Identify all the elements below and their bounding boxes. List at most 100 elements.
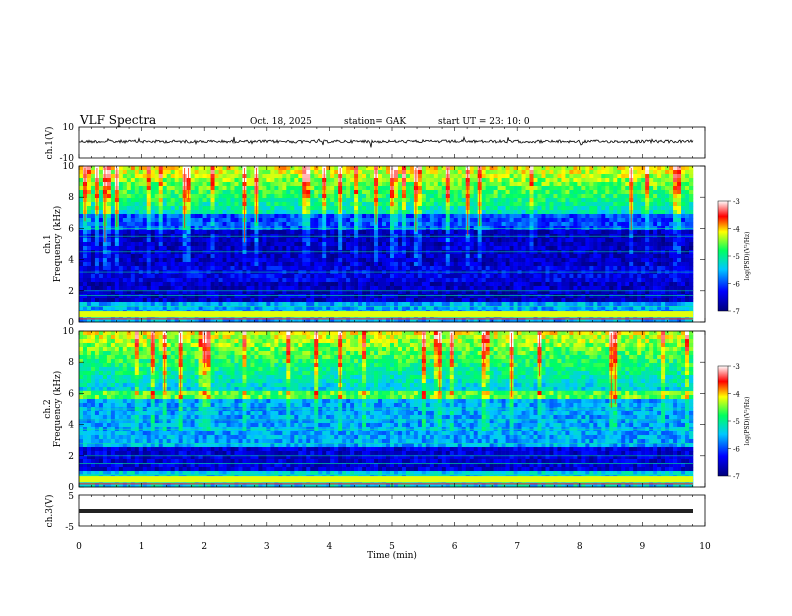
spectrogram-cell [246,166,250,170]
spectrogram-cell [522,274,526,278]
spectrogram-cell [406,222,410,226]
spectrogram-cell [422,230,426,234]
spectrogram-cell [514,282,518,286]
spectrogram-cell [203,202,207,206]
spectrogram-cell [99,274,103,278]
spectrogram-cell [99,238,103,242]
spectrogram-cell [215,246,219,250]
spectrogram-cell [561,210,565,214]
spectrogram-cell [538,294,542,298]
spectrogram-cell [286,242,290,246]
spectrogram-cell [522,202,526,206]
spectrogram-cell [115,274,119,278]
spectrogram-cell [534,238,538,242]
spectrogram-cell [434,214,438,218]
spectrogram-cell [338,302,342,306]
spectrogram-cell [290,274,294,278]
spectrogram-cell [199,230,203,234]
spectrogram-cell [422,222,426,226]
spectrogram-cell [534,166,538,170]
spectrogram-cell [107,182,111,186]
spectrogram-cell [111,242,115,246]
spectrogram-cell [478,238,482,242]
spectrogram-cell [338,230,342,234]
spectrogram-cell [502,194,506,198]
spectrogram-cell [462,166,466,170]
spectrogram-cell [258,274,262,278]
spectrogram-cell [545,218,549,222]
spectrogram-cell [199,186,203,190]
spectrogram-cell [103,262,107,266]
spectrogram-cell [99,166,103,170]
spectrogram-cell [286,302,290,306]
spectrogram-cell [322,282,326,286]
spectrogram-cell [406,190,410,194]
spectrogram-cell [139,182,143,186]
spectrogram-cell [298,198,302,202]
spectrogram-cell [151,278,155,282]
spectrogram-cell [298,230,302,234]
spectrogram-cell [370,174,374,178]
spectrogram-cell [298,166,302,170]
spectrogram-cell [87,166,91,170]
spectrogram-cell [87,274,91,278]
spectrogram-cell [370,246,374,250]
spectrogram-cell [119,298,123,302]
spectrogram-cell [454,178,458,182]
spectrogram-cell [470,206,474,210]
spectrogram-cell [386,214,390,218]
spectrogram-cell [530,258,534,262]
spectrogram-cell [410,258,414,262]
spectrogram-cell [87,190,91,194]
spectrogram-cell [446,242,450,246]
spectrogram-cell [538,242,542,246]
spectrogram-cell [111,214,115,218]
spectrogram-cell [191,274,195,278]
spectrogram-cell [514,214,518,218]
spectrogram-cell [266,222,270,226]
spectrogram-cell [219,294,223,298]
spectrogram-cell [438,178,442,182]
spectrogram-cell [330,266,334,270]
spectrogram-cell [486,258,490,262]
spectrogram-cell [338,286,342,290]
spectrogram-cell [151,286,155,290]
spectrogram-cell [510,170,514,174]
spectrogram-cell [466,242,470,246]
spectrogram-cell [191,206,195,210]
spectrogram-cell [135,238,139,242]
spectrogram-cell [187,210,191,214]
spectrogram-cell [294,242,298,246]
spectrogram-cell [494,302,498,306]
spectrogram-cell [358,174,362,178]
spectrogram-cell [135,254,139,258]
spectrogram-cell [474,254,478,258]
spectrogram-cell [238,210,242,214]
spectrogram-cell [314,194,318,198]
spectrogram-cell [147,230,151,234]
spectrogram-cell [565,178,569,182]
spectrogram-cell [242,254,246,258]
spectrogram-cell [398,170,402,174]
spectrogram-cell [163,258,167,262]
spectrogram-cell [398,246,402,250]
spectrogram-cell [103,274,107,278]
spectrogram-cell [410,170,414,174]
spectrogram-cell [561,302,565,306]
spectrogram-cell [498,186,502,190]
spectrogram-cell [346,214,350,218]
spectrogram-cell [549,294,553,298]
spectrogram-cell [526,174,530,178]
spectrogram-cell [314,278,318,282]
spectrogram-cell [382,214,386,218]
spectrogram-cell [179,194,183,198]
spectrogram-cell [95,266,99,270]
spectrogram-cell [131,230,135,234]
spectrogram-cell [147,178,151,182]
spectrogram-cell [506,266,510,270]
spectrogram-cell [282,182,286,186]
spectrogram-cell [203,278,207,282]
spectrogram-cell [398,238,402,242]
spectrogram-cell [338,246,342,250]
spectrogram-cell [238,178,242,182]
